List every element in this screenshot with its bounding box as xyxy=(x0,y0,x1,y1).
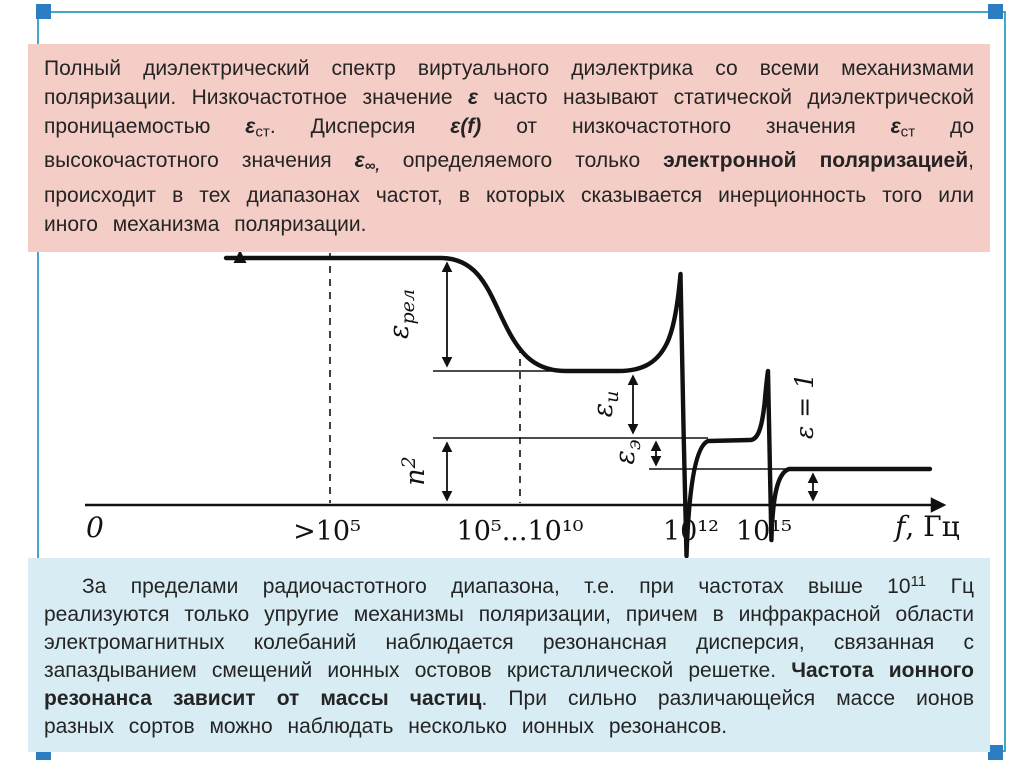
axis-label-gt-1e5: >10⁵ xyxy=(293,516,361,547)
bottom-paragraph: За пределами радиочастотного диапазона, … xyxy=(44,568,974,741)
epsilon-static-symbol: ε xyxy=(245,115,256,138)
corner-square-top-right xyxy=(988,4,1003,19)
epsilon-symbol: ε xyxy=(467,86,479,109)
corner-square-top-left xyxy=(36,4,51,19)
label-eps-electronic: εэ xyxy=(610,439,645,464)
bottom-text-block: За пределами радиочастотного диапазона, … xyxy=(28,558,990,752)
epsilon-static-symbol: ε xyxy=(890,115,901,138)
label-eps-rel: εрел xyxy=(384,289,419,339)
permittivity-curve xyxy=(223,255,933,559)
label-eps-ionic: εи xyxy=(588,391,623,418)
text-segment: от низкочастотного значения xyxy=(481,115,891,138)
axis-label-zero: 0 xyxy=(86,511,104,544)
epsilon-of-f-symbol: ε(f) xyxy=(450,115,482,138)
subscript-st: ст xyxy=(900,123,916,141)
superscript-11: 11 xyxy=(910,573,927,590)
text-segment: Полный диэлектрический спектр виртуально… xyxy=(44,57,974,109)
axis-label-1e12: 10¹² xyxy=(663,516,719,547)
text-segment: Гц реализуются только упругие механизмы … xyxy=(44,574,974,682)
top-text-block: Полный диэлектрический спектр виртуально… xyxy=(28,44,990,252)
subscript-infinity: ∞, xyxy=(364,157,380,175)
axis-label-frequency: f, Гц xyxy=(893,510,960,543)
emphasis-ionic-resonance: Частота ионного резонанса зависит от мас… xyxy=(44,658,974,710)
text-segment: часто называют статической диэлектрическ… xyxy=(44,86,974,138)
text-segment: За пределами радиочастотного диапазона, … xyxy=(82,574,911,598)
label-eps-equals-one: ε = 1 xyxy=(790,373,819,439)
text-segment: . При сильно различающейся массе ионов р… xyxy=(44,686,974,738)
axis-label-1e5-1e10: 10⁵...10¹⁰ xyxy=(457,516,584,547)
corner-square-bottom-right xyxy=(988,745,1003,760)
top-paragraph: Полный диэлектрический спектр виртуально… xyxy=(44,54,974,239)
text-segment: , происходит в тех диапазонах частот, в … xyxy=(44,149,974,236)
label-n-squared: n2 xyxy=(398,456,431,485)
text-segment: определяемого только xyxy=(379,149,664,173)
emphasis-electronic-polarization: электронной поляризацией xyxy=(663,149,969,173)
text-segment: . Дисперсия xyxy=(269,115,451,138)
epsilon-infinity-symbol: ε xyxy=(354,149,365,173)
axis-label-1e15: 10¹⁵ xyxy=(736,516,792,547)
text-segment: до высокочастотного значения xyxy=(44,115,974,173)
subscript-st: ст xyxy=(255,123,270,141)
